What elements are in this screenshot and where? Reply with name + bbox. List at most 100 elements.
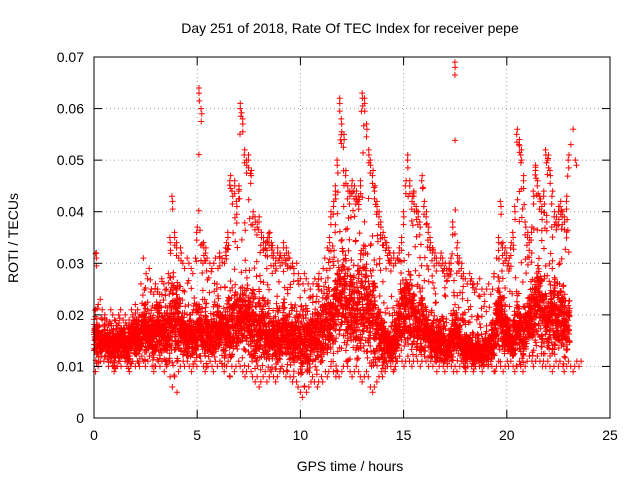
data-point xyxy=(134,306,141,313)
data-point xyxy=(160,297,167,304)
data-point xyxy=(142,314,149,321)
data-point xyxy=(147,276,154,283)
data-point xyxy=(181,265,188,272)
data-point xyxy=(169,384,176,391)
data-point xyxy=(167,239,174,246)
data-point xyxy=(101,311,108,318)
data-point xyxy=(156,363,163,370)
data-point xyxy=(125,322,132,329)
data-point xyxy=(101,326,108,333)
data-point xyxy=(100,358,107,365)
data-point xyxy=(138,353,145,360)
data-point xyxy=(184,358,191,365)
data-point xyxy=(172,346,179,353)
data-point xyxy=(143,270,150,277)
data-point xyxy=(117,306,124,313)
data-point xyxy=(184,348,191,355)
data-point xyxy=(169,290,176,297)
data-point xyxy=(171,373,178,380)
data-point xyxy=(182,303,189,310)
data-point xyxy=(106,318,113,325)
data-point xyxy=(171,229,178,236)
data-point xyxy=(167,343,174,350)
data-point xyxy=(112,317,119,324)
data-point xyxy=(147,288,154,295)
data-point xyxy=(144,358,151,365)
data-point xyxy=(144,299,151,306)
data-point xyxy=(179,297,186,304)
data-point xyxy=(142,363,149,370)
data-point xyxy=(109,327,116,334)
data-point xyxy=(139,292,146,299)
data-point xyxy=(174,357,181,364)
data-point xyxy=(150,312,157,319)
data-point xyxy=(148,339,155,346)
data-point xyxy=(122,311,129,318)
data-point xyxy=(116,315,123,322)
data-point xyxy=(142,285,149,292)
data-point xyxy=(111,368,118,375)
data-point xyxy=(93,315,100,322)
data-point xyxy=(111,317,118,324)
data-point xyxy=(162,286,169,293)
data-point xyxy=(143,319,150,326)
data-point xyxy=(180,351,187,358)
data-point xyxy=(101,353,108,360)
data-point xyxy=(166,274,173,281)
data-point xyxy=(158,349,165,356)
data-point xyxy=(94,305,101,312)
data-point xyxy=(184,280,191,287)
data-point xyxy=(115,311,122,318)
data-point xyxy=(179,260,186,267)
data-point xyxy=(154,356,161,363)
data-point xyxy=(95,354,102,361)
data-point xyxy=(171,234,178,241)
data-point xyxy=(127,359,134,366)
data-point xyxy=(170,273,177,280)
data-point xyxy=(126,317,133,324)
data-point xyxy=(169,359,176,366)
data-point xyxy=(97,296,104,303)
data-point xyxy=(158,304,165,311)
data-points xyxy=(91,59,585,401)
data-point xyxy=(158,275,165,282)
data-point xyxy=(132,310,139,317)
data-point xyxy=(167,247,174,254)
chart-title: Day 251 of 2018, Rate Of TEC Index for r… xyxy=(181,20,519,36)
data-point xyxy=(175,342,182,349)
data-point xyxy=(122,332,129,339)
data-point xyxy=(162,316,169,323)
data-point xyxy=(166,350,173,357)
data-point xyxy=(177,283,184,290)
data-point xyxy=(146,353,153,360)
data-point xyxy=(161,368,168,375)
data-point xyxy=(120,317,127,324)
data-point xyxy=(109,311,116,318)
data-point xyxy=(180,314,187,321)
data-point xyxy=(136,363,143,370)
data-point xyxy=(135,332,142,339)
data-point xyxy=(158,291,165,298)
data-point xyxy=(181,288,188,295)
data-point xyxy=(115,319,122,326)
data-point xyxy=(169,198,176,205)
data-point xyxy=(174,389,181,396)
data-point xyxy=(103,317,110,324)
data-point xyxy=(135,360,142,367)
data-point xyxy=(137,280,144,287)
data-point xyxy=(96,323,103,330)
data-point xyxy=(108,322,115,329)
data-point xyxy=(160,280,167,287)
data-point xyxy=(152,343,159,350)
data-point xyxy=(117,363,124,370)
data-point xyxy=(176,303,183,310)
data-point xyxy=(144,306,151,313)
data-point xyxy=(126,353,133,360)
data-point xyxy=(168,306,175,313)
data-point xyxy=(148,307,155,314)
data-point xyxy=(162,292,169,299)
data-point xyxy=(146,265,153,272)
data-point xyxy=(132,301,139,308)
data-point xyxy=(140,255,147,262)
